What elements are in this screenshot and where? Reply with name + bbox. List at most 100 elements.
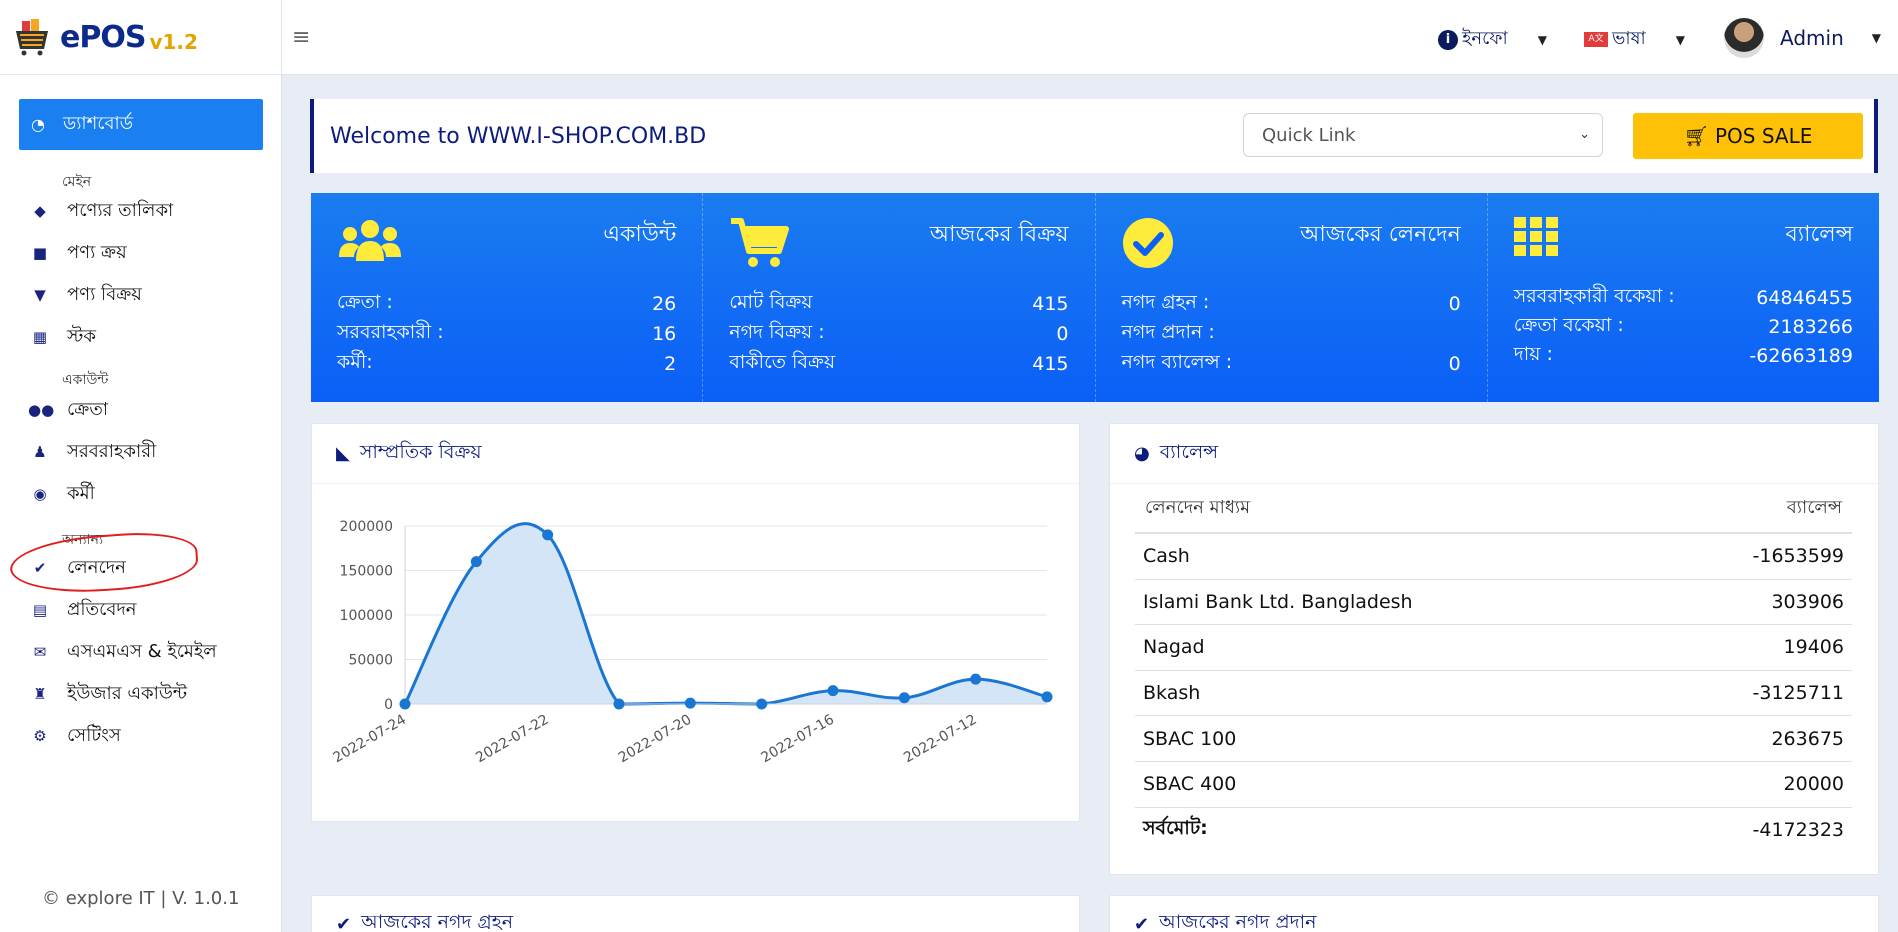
welcome-bar: Welcome to WWW.I-SHOP.COM.BD Quick Link … — [310, 99, 1878, 173]
data-point — [613, 698, 625, 710]
data-point — [970, 673, 982, 685]
y-tick-label: 150000 — [340, 564, 393, 580]
stats-panel: একাউন্ট ক্রেতা :26 সরবরাহকারী :16 কর্মী:… — [311, 193, 1879, 402]
sidebar-item-employee[interactable]: ◉ কর্মী — [28, 478, 94, 510]
sidebar-section-account: একাউন্ট — [62, 372, 109, 388]
sales-chart: 0 50000 100000 150000 200000 2022-07-24 2022-0… — [331, 519, 1053, 767]
cart-icon: 🛒︎ — [1683, 124, 1709, 148]
table-row: Bkash -3125711 — [1135, 671, 1852, 717]
y-tick-label: 100000 — [340, 608, 393, 624]
stat-row: কর্মী: 2 — [337, 351, 677, 375]
sidebar-item-supplier[interactable]: ♟ সরবরাহকারী — [28, 436, 156, 468]
sidebar-item-report[interactable]: ▤ প্রতিবেদন — [28, 594, 137, 626]
tag-icon: ◆ — [34, 202, 46, 220]
sidebar-item-sale[interactable]: ▼ পণ্য বিক্রয় — [28, 279, 142, 311]
stat-title: ব্যালেন্স — [1785, 222, 1853, 247]
chevron-down-icon: ▼ — [1871, 31, 1881, 45]
today-cash-receive-card: ✔ আজকের নগদ গ্রহন — [311, 895, 1080, 932]
sidebar-item-product-list[interactable]: ◆ পণ্যের তালিকা — [28, 195, 173, 227]
pos-sale-button[interactable]: 🛒︎ POS SALE — [1633, 113, 1863, 159]
stat-row: বাকীতে বিক্রয় 415 — [729, 351, 1069, 375]
stat-today-sale: আজকের বিক্রয় মোট বিক্রয় 415 নগদ বিক্রয়… — [703, 193, 1096, 402]
x-tick-label: 2022-07-16 — [759, 712, 838, 767]
stat-row: মোট বিক্রয় 415 — [729, 291, 1069, 315]
printer-icon: ▤ — [32, 601, 48, 619]
welcome-text: Welcome to WWW.I-SHOP.COM.BD — [330, 123, 707, 149]
footer-copyright: © explore IT | V. 1.0.1 — [42, 888, 240, 909]
today-cash-pay-card: ✔ আজকের নগদ প্রদান — [1109, 895, 1879, 932]
table-row: SBAC 400 20000 — [1135, 762, 1852, 808]
sidebar-item-customer[interactable]: ●● ক্রেতা — [28, 398, 109, 420]
sidebar-item-transaction[interactable]: ✔ লেনদেন — [28, 552, 126, 584]
x-tick-label: 2022-07-12 — [901, 712, 979, 767]
data-point — [756, 698, 768, 710]
data-point — [399, 698, 411, 710]
recent-sales-card: ◣ সাম্প্রতিক বিক্রয় 0 50000 100000 150000 2… — [311, 423, 1080, 822]
boxes-icon: ▦ — [32, 328, 48, 346]
stat-balance: ব্যালেন্স সরবরাহকারী বকেয়া :64846455 ক্… — [1488, 193, 1879, 402]
cart-icon — [731, 218, 790, 267]
users-icon — [339, 220, 401, 261]
x-tick-label: 2022-07-22 — [473, 712, 551, 767]
sidebar-item-label: ড্যাশবোর্ড — [62, 113, 134, 134]
data-point — [898, 692, 910, 704]
y-tick-label: 200000 — [340, 519, 393, 535]
chevron-down-icon: ▼ — [1675, 32, 1686, 47]
stat-row: নগদ বিক্রয় :0 — [729, 321, 1069, 345]
sidebar-item-settings[interactable]: ⚙ সেটিংস — [28, 720, 121, 752]
sidebar-item-sms-email[interactable]: ✉ এসএমএস & ইমেইল — [28, 636, 217, 668]
user-circle-icon: ◉ — [33, 485, 47, 503]
stat-today-transaction: আজকের লেনদেন নগদ গ্রহন :0 নগদ প্রদান : ন… — [1096, 193, 1488, 402]
user-menu[interactable]: Admin ▼ — [1724, 18, 1881, 58]
data-point — [470, 556, 482, 568]
basket-logo-icon — [16, 19, 48, 56]
hamburger-menu-icon[interactable]: ≡ — [292, 25, 311, 50]
language-dropdown[interactable]: A文 ভাষা ▼ — [1584, 24, 1685, 55]
stat-row: সরবরাহকারী :16 — [337, 321, 677, 345]
sidebar-item-stock[interactable]: ▦ স্টক — [28, 321, 96, 353]
sidebar-section-main: মেইন — [62, 174, 92, 190]
card-header: ◣ সাম্প্রতিক বিক্রয় — [312, 424, 1079, 484]
stat-row: নগদ প্রদান : — [1121, 321, 1215, 343]
sidebar-item-purchase[interactable]: ■ পণ্য ক্রয় — [28, 237, 127, 269]
sidebar-item-dashboard[interactable]: ◔ ড্যাশবোর্ড — [19, 99, 263, 150]
data-point — [542, 529, 554, 541]
y-tick-label: 50000 — [348, 653, 393, 669]
avatar — [1724, 18, 1764, 58]
grid-icon — [1513, 217, 1558, 256]
table-header: লেনদেন মাধ্যম ব্যালেন্স — [1135, 484, 1852, 534]
check-circle-icon: ✔ — [1134, 913, 1150, 932]
data-point — [1041, 691, 1053, 703]
x-tick-label: 2022-07-24 — [331, 712, 410, 767]
user-lock-icon: ♜ — [33, 685, 47, 703]
chevron-down-icon: ⌄ — [1579, 127, 1590, 142]
stat-title: একাউন্ট — [603, 222, 677, 247]
table-row: Cash -1653599 — [1135, 534, 1852, 580]
table-row: Islami Bank Ltd. Bangladesh 303906 — [1135, 580, 1852, 626]
card-header: ✔ আজকের নগদ গ্রহন — [312, 896, 1079, 932]
data-point — [684, 697, 696, 709]
sidebar-item-user-account[interactable]: ♜ ইউজার একাউন্ট — [28, 678, 187, 710]
sidebar: ePOS v1.2 ◔ ড্যাশবোর্ড মেইন ◆ পণ্যের তাল… — [0, 0, 282, 932]
stat-account: একাউন্ট ক্রেতা :26 সরবরাহকারী :16 কর্মী:… — [311, 193, 704, 402]
user-tie-icon: ♟ — [33, 443, 47, 461]
cart-icon: ▼ — [34, 286, 46, 304]
stat-title: আজকের বিক্রয় — [929, 222, 1069, 247]
balance-card: ◕ ব্যালেন্স লেনদেন মাধ্যম ব্যালেন্স Cash… — [1109, 423, 1879, 875]
quick-link-select[interactable]: Quick Link ⌄ — [1243, 113, 1603, 157]
stat-title: আজকের লেনদেন — [1300, 222, 1461, 247]
chevron-down-icon: ▼ — [1537, 32, 1547, 47]
check-circle-icon: ✔ — [33, 559, 47, 577]
area-chart-icon: ◣ — [336, 443, 350, 464]
logo[interactable]: ePOS v1.2 — [0, 0, 281, 75]
card-header: ◕ ব্যালেন্স — [1110, 424, 1878, 484]
logo-text: ePOS — [60, 19, 146, 55]
data-point — [827, 685, 839, 697]
info-dropdown[interactable]: i ইনফো ▼ — [1438, 24, 1547, 55]
stat-row: নগদ ব্যালেন্স :0 — [1121, 351, 1461, 375]
series-area — [405, 523, 1047, 704]
users-icon: ●● — [28, 401, 55, 419]
dashboard-gauge-icon: ◔ — [31, 115, 45, 134]
sidebar-section-other: অন্যান্য — [62, 532, 104, 548]
topbar: ≡ i ইনফো ▼ A文 ভাষা ▼ Admin ▼ — [282, 0, 1898, 75]
